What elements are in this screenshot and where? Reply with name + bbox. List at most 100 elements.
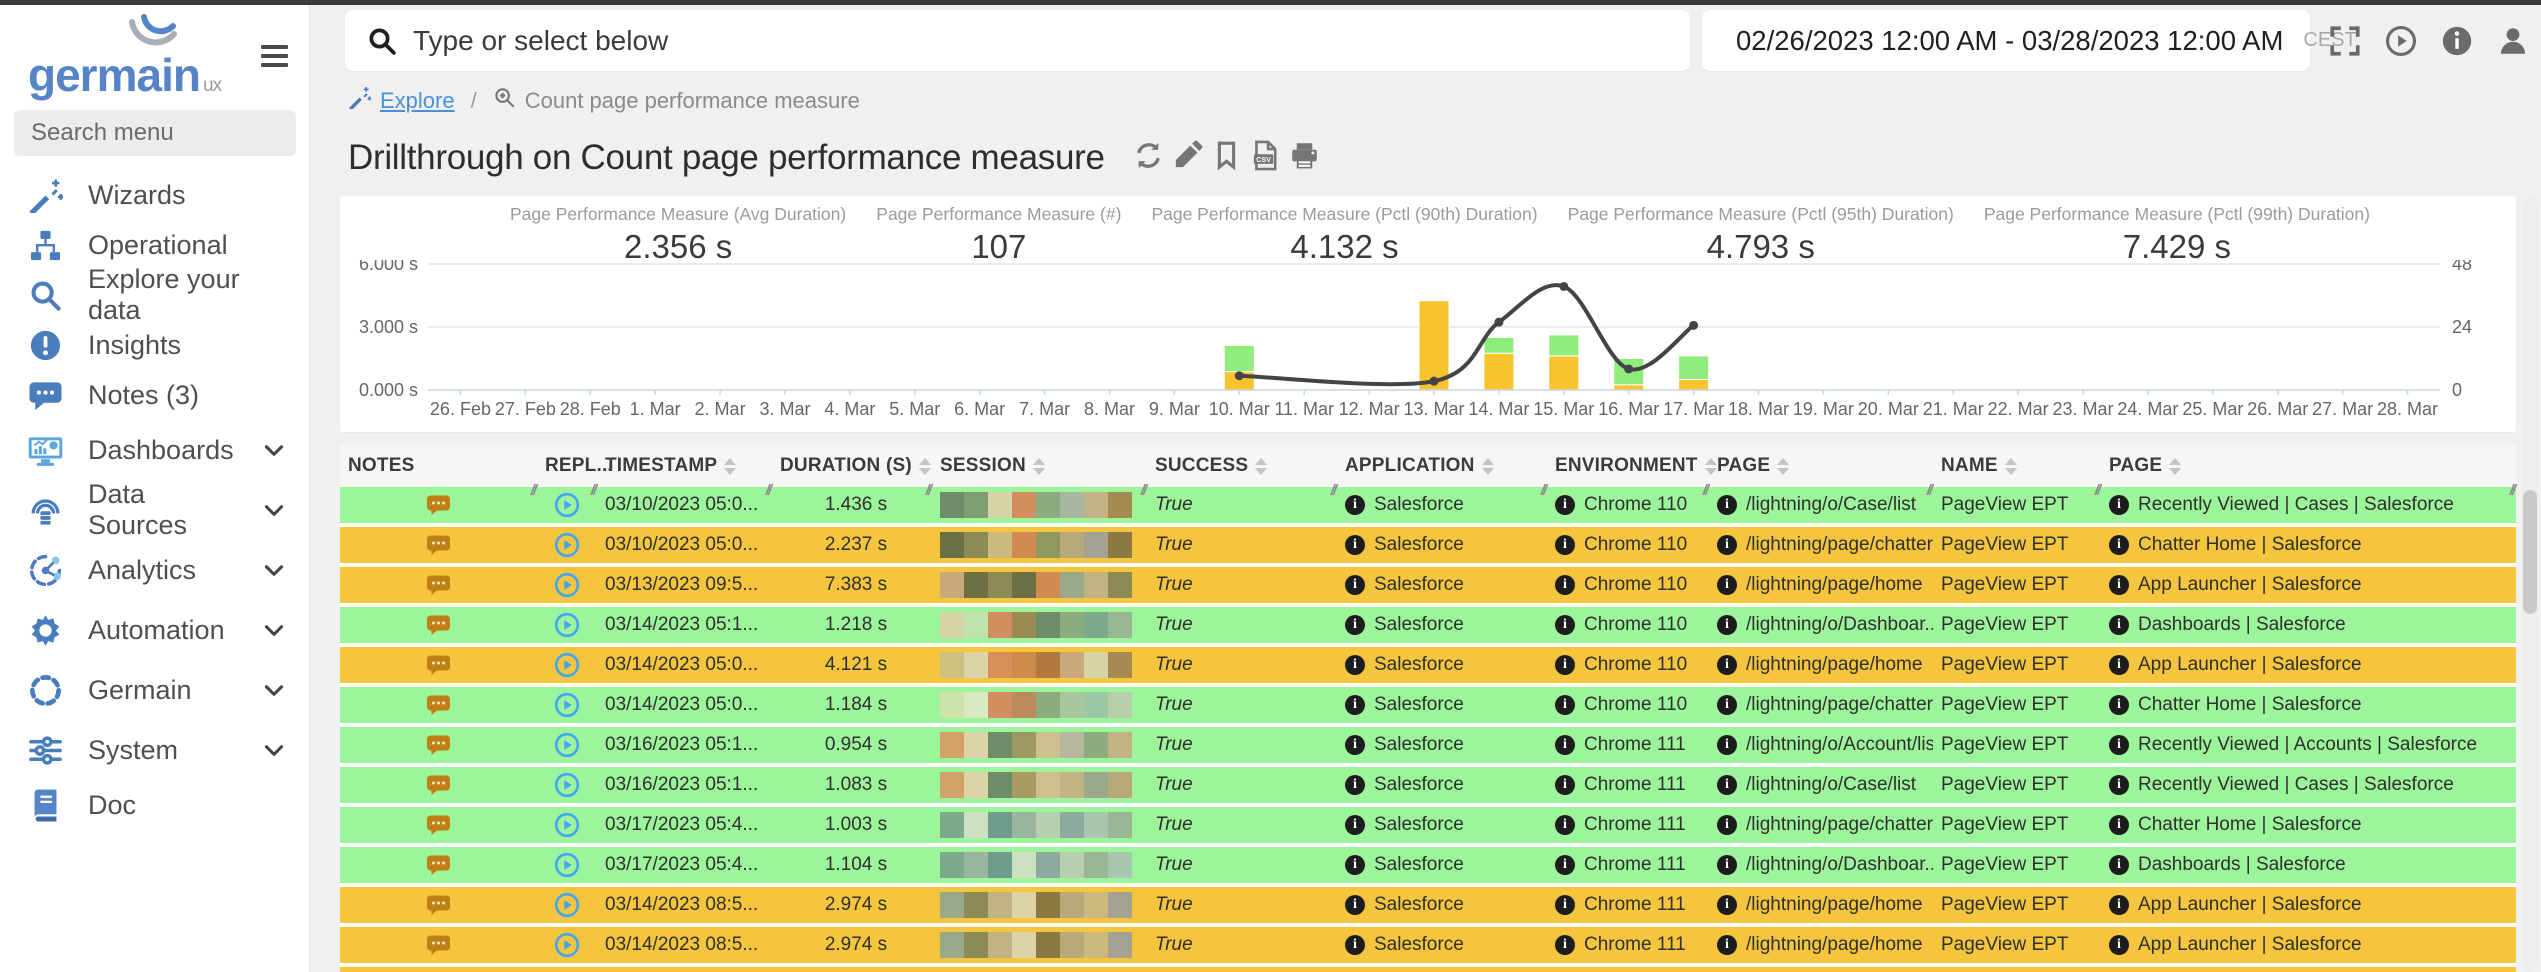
chevron-down-icon[interactable]: [261, 617, 287, 643]
print-icon[interactable]: [1289, 143, 1320, 175]
info-icon[interactable]: i: [1717, 575, 1737, 595]
menu-toggle-icon[interactable]: [261, 40, 289, 72]
sort-caret-icon[interactable]: [2004, 457, 2017, 475]
sidebar-item-analytics[interactable]: Analytics: [0, 540, 309, 600]
sidebar-item-notes-3[interactable]: Notes (3): [0, 370, 309, 420]
info-icon[interactable]: i: [1717, 815, 1737, 835]
table-row-partial[interactable]: [340, 967, 2516, 972]
sort-caret-icon[interactable]: [1255, 457, 1268, 475]
sort-caret-icon[interactable]: [724, 457, 737, 475]
column-resize-handle[interactable]: //: [1702, 482, 1710, 499]
note-icon[interactable]: [426, 773, 451, 797]
column-resize-handle[interactable]: //: [765, 482, 773, 499]
info-icon[interactable]: i: [2109, 695, 2129, 715]
note-icon[interactable]: [426, 733, 451, 757]
sidebar-item-explore-your-data[interactable]: Explore your data: [0, 264, 309, 325]
info-icon[interactable]: i: [1555, 575, 1575, 595]
column-header-application[interactable]: APPLICATION //: [1345, 455, 1547, 499]
table-row[interactable]: 03/14/2023 05:0... 1.184 s True i Salesfo…: [340, 687, 2516, 723]
sidebar-item-operational[interactable]: Operational: [0, 220, 309, 270]
table-row[interactable]: 03/16/2023 05:1... 1.083 s True i Salesfo…: [340, 767, 2516, 803]
info-icon[interactable]: i: [1555, 935, 1575, 955]
bookmark-icon[interactable]: [1211, 141, 1242, 175]
replay-icon[interactable]: [554, 932, 580, 958]
table-row[interactable]: 03/17/2023 05:4... 1.003 s True i Salesfo…: [340, 807, 2516, 843]
chevron-down-icon[interactable]: [261, 677, 287, 703]
info-icon[interactable]: i: [1555, 855, 1575, 875]
info-icon[interactable]: i: [2109, 935, 2129, 955]
info-icon[interactable]: i: [2109, 815, 2129, 835]
replay-icon[interactable]: [554, 892, 580, 918]
replay-icon[interactable]: [554, 492, 580, 518]
sidebar-item-germain[interactable]: Germain: [0, 660, 309, 720]
note-icon[interactable]: [426, 653, 451, 677]
info-icon[interactable]: i: [1345, 735, 1365, 755]
info-icon[interactable]: i: [1717, 855, 1737, 875]
info-icon[interactable]: i: [1345, 655, 1365, 675]
info-icon[interactable]: i: [1555, 655, 1575, 675]
info-icon[interactable]: i: [1345, 895, 1365, 915]
replay-icon[interactable]: [554, 852, 580, 878]
info-icon[interactable]: i: [2109, 735, 2129, 755]
info-icon[interactable]: i: [2109, 655, 2129, 675]
column-resize-handle[interactable]: //: [2509, 482, 2517, 499]
info-icon[interactable]: i: [1555, 535, 1575, 555]
column-header-page[interactable]: PAGE //: [2109, 455, 2516, 499]
replay-icon[interactable]: [554, 572, 580, 598]
edit-icon[interactable]: [1172, 140, 1203, 175]
sort-caret-icon[interactable]: [1032, 457, 1045, 475]
table-row[interactable]: 03/16/2023 05:1... 0.954 s True i Salesfo…: [340, 727, 2516, 763]
info-icon[interactable]: i: [2109, 615, 2129, 635]
table-row[interactable]: 03/14/2023 08:5... 2.974 s True i Salesfo…: [340, 887, 2516, 923]
info-icon[interactable]: i: [1555, 495, 1575, 515]
info-icon[interactable]: i: [1555, 775, 1575, 795]
sidebar-item-data-sources[interactable]: Data Sources: [0, 479, 309, 540]
info-icon[interactable]: i: [1345, 855, 1365, 875]
note-icon[interactable]: [426, 893, 451, 917]
replay-icon[interactable]: [554, 532, 580, 558]
info-icon[interactable]: i: [1717, 655, 1737, 675]
chevron-down-icon[interactable]: [261, 557, 287, 583]
info-icon[interactable]: i: [1345, 615, 1365, 635]
column-header-success[interactable]: SUCCESS //: [1155, 455, 1337, 499]
column-header-notes[interactable]: NOTES //: [348, 455, 537, 499]
global-search[interactable]: [345, 10, 1690, 71]
scrollbar-track[interactable]: [2522, 196, 2538, 972]
sidebar-item-wizards[interactable]: Wizards: [0, 170, 309, 220]
info-icon[interactable]: i: [1717, 495, 1737, 515]
replay-icon[interactable]: [554, 732, 580, 758]
table-row[interactable]: 03/14/2023 08:5... 2.974 s True i Salesfo…: [340, 927, 2516, 963]
table-row[interactable]: 03/17/2023 05:4... 1.104 s True i Salesfo…: [340, 847, 2516, 883]
info-icon[interactable]: i: [1555, 615, 1575, 635]
info-icon[interactable]: i: [1717, 895, 1737, 915]
column-header-name[interactable]: NAME //: [1941, 455, 2101, 499]
info-icon[interactable]: i: [1345, 535, 1365, 555]
play-icon[interactable]: [2384, 24, 2418, 58]
sidebar-item-insights[interactable]: Insights: [0, 320, 309, 370]
info-icon[interactable]: i: [1717, 775, 1737, 795]
column-header-repl[interactable]: REPL... //: [545, 455, 613, 499]
table-row[interactable]: 03/14/2023 05:0... 4.121 s True i Salesfo…: [340, 647, 2516, 683]
info-icon[interactable]: i: [1345, 775, 1365, 795]
sidebar-item-system[interactable]: System: [0, 720, 309, 780]
replay-icon[interactable]: [554, 692, 580, 718]
info-icon[interactable]: i: [1345, 695, 1365, 715]
column-resize-handle[interactable]: //: [2094, 482, 2102, 499]
column-resize-handle[interactable]: //: [1140, 482, 1148, 499]
replay-icon[interactable]: [554, 652, 580, 678]
info-icon[interactable]: i: [1555, 895, 1575, 915]
column-header-timestamp[interactable]: TIMESTAMP //: [605, 455, 772, 499]
sort-caret-icon[interactable]: [1777, 457, 1790, 475]
sidebar-item-dashboards[interactable]: Dashboards: [0, 420, 309, 480]
scrollbar-thumb[interactable]: [2523, 490, 2537, 614]
sort-caret-icon[interactable]: [918, 457, 931, 475]
info-icon[interactable]: i: [1717, 535, 1737, 555]
refresh-icon[interactable]: [1133, 142, 1164, 175]
info-icon[interactable]: i: [1555, 695, 1575, 715]
table-row[interactable]: 03/14/2023 05:1... 1.218 s True i Salesfo…: [340, 607, 2516, 643]
note-icon[interactable]: [426, 813, 451, 837]
replay-icon[interactable]: [554, 812, 580, 838]
app-logo[interactable]: germain ux: [28, 14, 248, 101]
chevron-down-icon[interactable]: [261, 497, 287, 523]
note-icon[interactable]: [426, 533, 451, 557]
